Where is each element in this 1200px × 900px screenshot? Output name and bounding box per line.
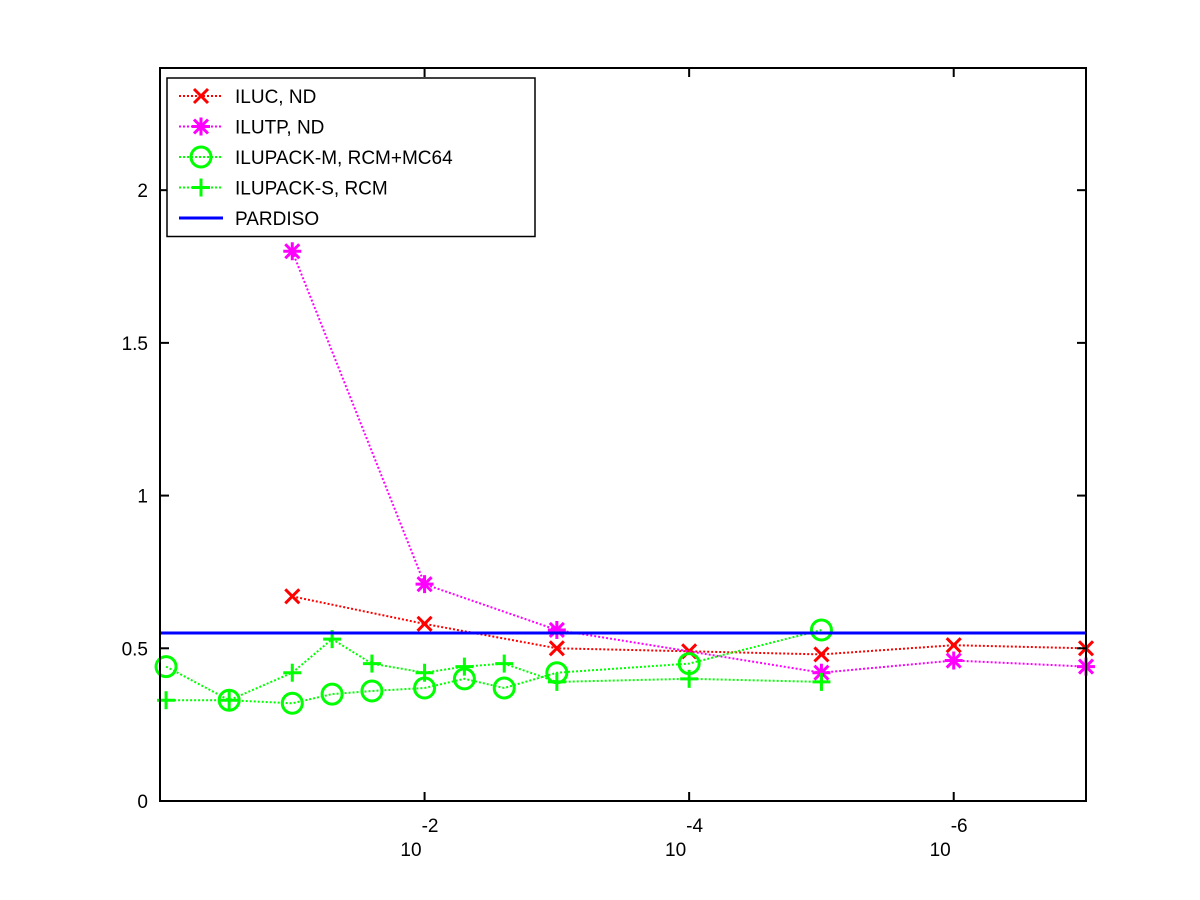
series-1 — [283, 242, 1095, 682]
data-point — [154, 655, 178, 679]
x-tick-exponent: -2 — [422, 816, 439, 837]
plot-frame — [159, 67, 1087, 802]
legend-entry: ILUC, ND — [179, 87, 316, 108]
y-tick-label: 0 — [137, 792, 148, 813]
data-point — [283, 663, 302, 682]
y-tick-label: 1 — [137, 487, 148, 508]
legend-box — [166, 77, 536, 238]
legend: ILUC, ND ILUTP, ND ILUPACK-M, RCM+MC64 ILUP… — [166, 77, 536, 238]
legend-marker — [192, 87, 210, 105]
series-line — [165, 629, 822, 705]
x-tick-label: 10 — [930, 840, 951, 861]
x-tick-exponent: -6 — [951, 816, 968, 837]
data-point — [547, 672, 566, 691]
legend-marker — [192, 178, 210, 197]
data-point — [455, 657, 474, 676]
data-point — [809, 618, 833, 642]
data-point — [360, 679, 384, 703]
y-tick-label: 2 — [137, 181, 148, 202]
legend-label: PARDISO — [235, 209, 319, 230]
data-point — [284, 588, 301, 605]
legend-marker — [189, 145, 213, 169]
data-point — [945, 637, 962, 654]
data-point — [812, 672, 831, 691]
x-tick-label: 10 — [665, 840, 686, 861]
x-tick-label: 10 — [400, 840, 421, 861]
data-point — [415, 575, 434, 594]
data-point — [548, 640, 565, 657]
data-point — [362, 654, 381, 673]
data-point — [812, 663, 831, 682]
legend-label: ILUPACK-S, RCM — [235, 179, 388, 200]
data-point — [416, 615, 433, 632]
legend-entry: ILUPACK-M, RCM+MC64 — [179, 145, 453, 169]
legend-entry: PARDISO — [179, 209, 319, 230]
data-point — [280, 691, 304, 715]
data-point — [944, 651, 963, 670]
data-point — [220, 691, 239, 710]
legend-label: ILUTP, ND — [235, 118, 324, 139]
series-3 — [157, 630, 831, 710]
data-point — [415, 663, 434, 682]
data-point — [680, 669, 699, 688]
legend-label: ILUPACK-M, RCM+MC64 — [235, 148, 453, 169]
data-point — [283, 242, 302, 261]
series-layer — [154, 242, 1095, 715]
x-tick-exponent: -4 — [686, 816, 703, 837]
data-point — [547, 620, 566, 639]
y-tick-label: 1.5 — [122, 334, 148, 355]
legend-entry: ILUTP, ND — [179, 117, 324, 139]
data-point — [813, 646, 830, 663]
legend-entry: ILUPACK-S, RCM — [179, 178, 388, 200]
data-point — [320, 682, 344, 706]
series-line — [291, 250, 1087, 674]
legend-label: ILUC, ND — [235, 87, 316, 108]
y-tick-label: 0.5 — [122, 639, 148, 660]
legend-marker — [192, 117, 210, 136]
data-point — [492, 676, 516, 700]
data-point — [495, 654, 514, 673]
